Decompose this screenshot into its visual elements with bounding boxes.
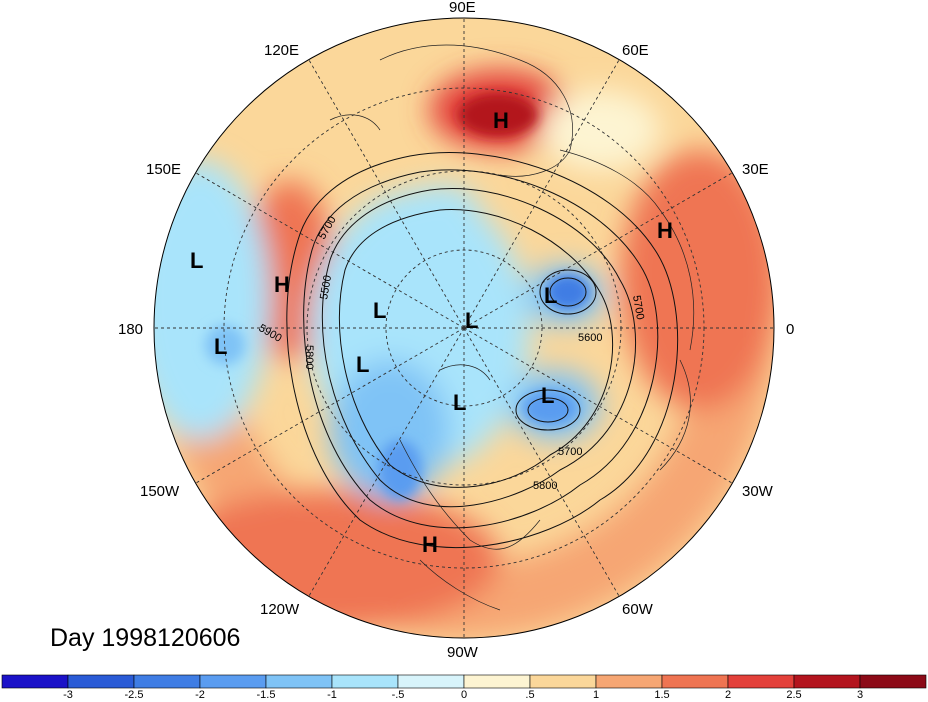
high-marker: H — [422, 532, 438, 557]
colorbar-swatch — [661, 674, 729, 689]
colorbar-swatch — [793, 674, 861, 689]
high-marker: H — [657, 218, 673, 243]
low-marker: L — [465, 308, 478, 333]
high-marker: H — [274, 272, 290, 297]
lon-label-120w: 120W — [260, 601, 300, 618]
colorbar-tick-label: -2.5 — [125, 689, 144, 701]
contour-label: 5500 — [318, 274, 334, 300]
map-title: Day 1998120606 — [50, 624, 240, 652]
low-marker: L — [214, 334, 227, 359]
colorbar-tick-label: 0 — [461, 689, 467, 701]
low-marker: L — [541, 383, 554, 408]
lon-label-120e: 120E — [264, 42, 299, 59]
colorbar-swatch — [67, 674, 135, 689]
lon-label-30w: 30W — [742, 483, 774, 500]
colorbar-swatch — [595, 674, 663, 689]
colorbar-swatch — [727, 674, 795, 689]
colorbar-tick-label: 1 — [593, 689, 599, 701]
colorbar-swatch — [859, 674, 927, 689]
lon-label-150w: 150W — [140, 483, 180, 500]
lon-label-60e: 60E — [622, 42, 649, 59]
contour-label: 5700 — [630, 294, 646, 320]
colorbar-tick-label: 2.5 — [786, 689, 801, 701]
low-marker: L — [356, 352, 369, 377]
lon-label-60w: 60W — [622, 601, 654, 618]
low-marker: L — [544, 283, 557, 308]
contour-label: 5800 — [533, 480, 557, 492]
colorbar-swatch — [463, 674, 531, 689]
pressure-centers: H H H H L L L L L L L L — [190, 108, 673, 557]
colorbar-tick-label: -2 — [195, 689, 205, 701]
colorbar-tick-label: 1.5 — [654, 689, 669, 701]
lon-label-180: 180 — [118, 321, 143, 338]
coastlines — [329, 44, 695, 611]
contour-label: 5700 — [558, 446, 582, 458]
lon-label-30e: 30E — [742, 161, 769, 178]
lon-label-150e: 150E — [146, 161, 181, 178]
contour-label: 5800 — [303, 345, 315, 369]
colorbar-tick-label: -3 — [63, 689, 73, 701]
graticule — [154, 18, 774, 638]
longitude-labels: 90E 60E 30E 0 30W 60W 90W 120W 150W 180 … — [118, 0, 794, 661]
low-marker: L — [190, 248, 203, 273]
lon-label-90w: 90W — [447, 644, 479, 661]
colorbar-swatch — [397, 674, 465, 689]
colorbar-tick-label: -1 — [327, 689, 337, 701]
high-marker: H — [493, 108, 509, 133]
lon-label-0: 0 — [786, 321, 794, 338]
colorbar-swatch — [529, 674, 597, 689]
colorbar-tick-label: .5 — [525, 689, 534, 701]
colorbar-swatch — [1, 674, 69, 689]
colorbar: -3 -2.5 -2 -1.5 -1 -.5 0 .5 1 1.5 2 2.5 3 — [1, 674, 927, 701]
lon-label-90e: 90E — [449, 0, 476, 16]
contour-label: 5600 — [578, 332, 602, 344]
colorbar-swatch — [133, 674, 201, 689]
colorbar-tick-label: 2 — [725, 689, 731, 701]
colorbar-swatch — [199, 674, 267, 689]
colorbar-swatch — [331, 674, 399, 689]
colorbar-tick-label: -.5 — [392, 689, 405, 701]
colorbar-tick-label: 3 — [857, 689, 863, 701]
low-marker: L — [453, 390, 466, 415]
map-disk — [154, 18, 774, 638]
low-marker: L — [373, 298, 386, 323]
colorbar-swatch — [265, 674, 333, 689]
colorbar-tick-label: -1.5 — [257, 689, 276, 701]
height-contours — [286, 152, 679, 548]
